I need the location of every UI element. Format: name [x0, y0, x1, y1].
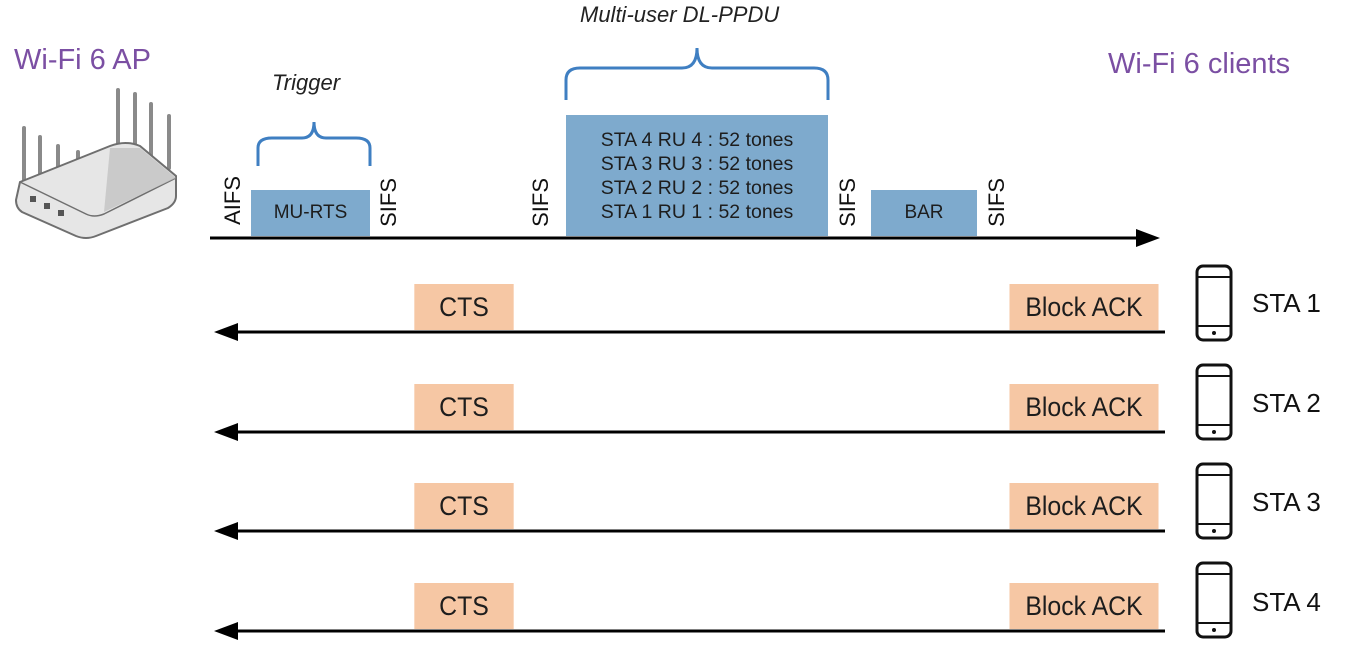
access-point-icon	[14, 88, 177, 239]
sta4-block-ack-frame: Block ACK	[1009, 583, 1159, 629]
sta2-block-ack-frame: Block ACK	[1009, 384, 1159, 430]
ap-title: Wi-Fi 6 AP	[14, 44, 151, 76]
sifs-label-4: SIFS	[984, 178, 1009, 227]
ppdu-brace	[564, 47, 830, 100]
sta4-phone-icon	[1195, 561, 1233, 639]
sta4-label: STA 4	[1252, 587, 1321, 617]
ppdu-line-sta1: STA 1 RU 1 : 52 tones	[600, 200, 794, 223]
ppdu-line-sta3: STA 3 RU 3 : 52 tones	[600, 152, 794, 175]
sta1-timeline-arrowhead	[214, 323, 238, 341]
bar-frame: BAR	[871, 190, 977, 236]
aifs-label: AIFS	[220, 176, 245, 225]
trigger-label: Trigger	[272, 70, 341, 95]
sta3-block-ack-frame: Block ACK	[1009, 483, 1159, 529]
sta3-label: STA 3	[1252, 487, 1321, 517]
sta1-block-ack-frame: Block ACK	[1009, 284, 1159, 330]
sta2-timeline-arrowhead	[214, 423, 238, 441]
ppdu-line-sta4: STA 4 RU 4 : 52 tones	[600, 128, 794, 151]
sifs-label-3: SIFS	[835, 178, 860, 227]
sta2-label: STA 2	[1252, 388, 1321, 418]
sifs-label-1: SIFS	[376, 178, 401, 227]
sta4-cts-frame: CTS	[414, 583, 514, 629]
sifs-label-2: SIFS	[528, 178, 553, 227]
sta2-phone-icon	[1195, 363, 1233, 441]
phone-icons	[1195, 264, 1233, 639]
sta3-phone-icon	[1195, 462, 1233, 540]
ppdu-line-sta2: STA 2 RU 2 : 52 tones	[600, 176, 794, 199]
sta3-cts-frame: CTS	[414, 483, 514, 529]
ap-timeline-arrowhead	[1136, 229, 1160, 247]
sta1-phone-icon	[1195, 264, 1233, 342]
sta2-cts-frame: CTS	[414, 384, 514, 430]
sta3-timeline-arrowhead	[214, 522, 238, 540]
sta4-timeline-arrowhead	[214, 622, 238, 640]
trigger-brace	[256, 121, 372, 166]
ppdu-label: Multi-user DL-PPDU	[580, 2, 780, 27]
mu-rts-frame: MU-RTS	[251, 190, 370, 236]
sta1-cts-frame: CTS	[414, 284, 514, 330]
sta-timelines	[214, 323, 1165, 640]
clients-title: Wi-Fi 6 clients	[1108, 48, 1291, 80]
sta1-label: STA 1	[1252, 288, 1321, 318]
dl-ppdu-frame: STA 4 RU 4 : 52 tones STA 3 RU 3 : 52 to…	[566, 115, 828, 236]
